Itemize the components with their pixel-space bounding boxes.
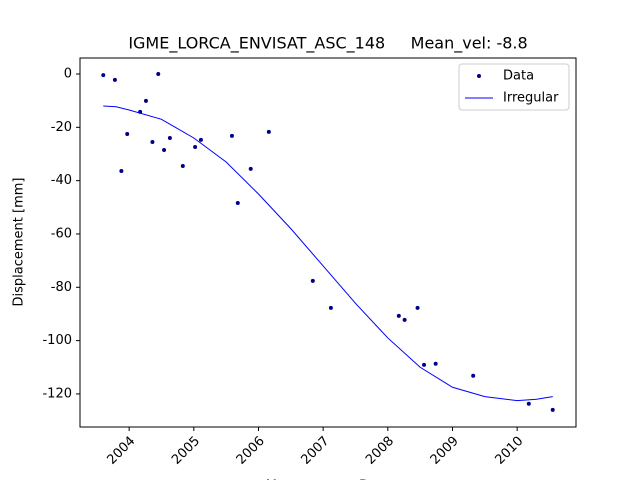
data-point: [235, 201, 240, 206]
legend-marker: [477, 74, 481, 78]
y-tick-label: -100: [42, 333, 72, 348]
data-point: [433, 361, 438, 366]
y-tick-label: 0: [64, 66, 72, 81]
data-point: [119, 169, 124, 174]
plot-frame: [79, 57, 577, 428]
trend-line: [103, 105, 553, 402]
data-point: [328, 305, 333, 310]
data-point: [150, 139, 155, 144]
data-point: [112, 77, 117, 82]
data-point: [167, 135, 172, 140]
data-point: [143, 98, 148, 103]
data-point: [156, 71, 161, 76]
data-point: [193, 145, 198, 150]
data-point: [248, 166, 253, 171]
data-point: [162, 147, 167, 152]
data-point: [471, 373, 476, 378]
data-point: [526, 401, 531, 406]
data-point: [180, 163, 185, 168]
y-tick-label: -120: [42, 386, 72, 401]
data-point: [310, 278, 315, 283]
y-tick-label: -60: [51, 226, 72, 241]
chart-title: IGME_LORCA_ENVISAT_ASC_148 Mean_vel: -8.…: [128, 34, 527, 54]
data-point: [396, 313, 401, 318]
data-point: [229, 133, 234, 138]
y-axis-label: Displacement [mm]: [12, 178, 27, 307]
y-tick-label: -20: [51, 120, 72, 135]
data-point: [422, 362, 427, 367]
data-point: [266, 129, 271, 134]
data-point: [125, 131, 130, 136]
data-point: [101, 73, 106, 78]
legend-label: Irregular: [503, 91, 559, 106]
legend-label: Data: [503, 69, 534, 84]
data-point: [402, 317, 407, 322]
data-point: [415, 305, 420, 310]
data-point: [198, 137, 203, 142]
y-tick-label: -80: [51, 280, 72, 295]
y-tick-label: -40: [51, 173, 72, 188]
data-point: [550, 407, 555, 412]
